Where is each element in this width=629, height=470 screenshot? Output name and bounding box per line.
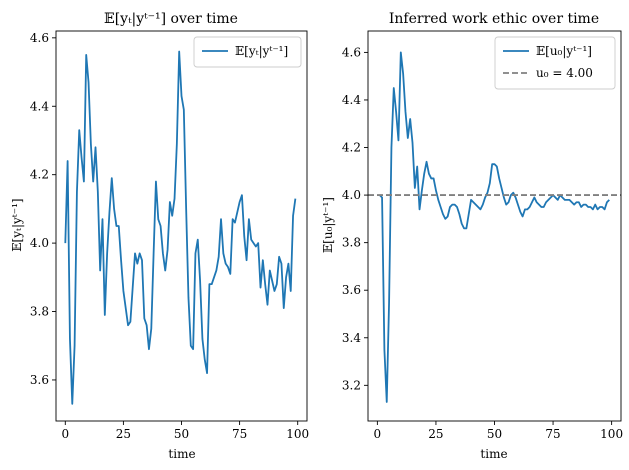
right-title: Inferred work ethic over time [389,11,599,27]
left-title: 𝔼[yₜ|yᵗ⁻¹] over time [104,11,238,27]
left-ylabel: 𝔼[yₜ|yᵗ⁻¹] [10,198,24,251]
right-legend: 𝔼[u₀|yᵗ⁻¹] u₀ = 4.00 [494,36,616,90]
right-legend-label-0: 𝔼[u₀|yᵗ⁻¹] [536,44,592,58]
right-ytick-label-5: 4.2 [342,141,361,155]
left-ytick-label-5: 4.6 [30,31,49,45]
left-panel: 𝔼[yₜ|yᵗ⁻¹] over time 0 25 50 75 100 3.6 3.8 4.0… [10,11,309,461]
right-ylabel: 𝔼[u₀|yᵗ⁻¹] [321,197,335,253]
right-panel: Inferred work ethic over time 0 25 50 75 100… [321,11,623,461]
left-ytick-label-0: 3.6 [30,373,49,387]
right-xtick-label-2: 50 [487,427,502,441]
left-xtick-label-2: 50 [174,427,189,441]
right-legend-label-1: u₀ = 4.00 [536,66,593,80]
right-xlabel: time [480,447,507,461]
right-xtick-label-0: 0 [374,427,382,441]
left-plot-area: 0 25 50 75 100 3.6 3.8 4.0 4.2 4.4 4.6 𝔼[yₜ|yᵗ⁻¹] [30,30,309,441]
left-ytick-label-4: 4.4 [30,99,49,113]
right-ytick-label-3: 3.8 [342,236,361,250]
left-series-0-line [64,50,297,405]
right-series-0-line [379,51,610,403]
right-ytick-label-4: 4.0 [342,188,361,202]
left-legend-label-0: 𝔼[yₜ|yᵗ⁻¹] [235,44,288,58]
right-plot-area: 0 25 50 75 100 3.2 3.4 3.6 3.8 4.0 4.2 4.4 4.6 𝔼[u₀|y… [342,30,623,441]
left-ytick-label-1: 3.8 [30,305,49,319]
left-ytick-label-3: 4.2 [30,168,49,182]
left-ytick-label-2: 4.0 [30,236,49,250]
left-xtick-label-1: 25 [116,427,131,441]
left-legend: 𝔼[yₜ|yᵗ⁻¹] [193,36,302,68]
right-ytick-label-1: 3.4 [342,331,361,345]
right-legend-box [494,36,616,90]
right-ytick-label-0: 3.2 [342,378,361,392]
right-xtick-label-3: 75 [545,427,560,441]
right-ytick-label-6: 4.4 [342,93,361,107]
left-xtick-label-3: 75 [232,427,247,441]
right-ytick-label-7: 4.6 [342,45,361,59]
right-ytick-label-2: 3.6 [342,283,361,297]
left-xtick-label-4: 100 [286,427,309,441]
left-xlabel: time [168,447,195,461]
left-xtick-label-0: 0 [61,427,69,441]
right-xtick-label-1: 25 [428,427,443,441]
right-xtick-label-4: 100 [600,427,623,441]
left-legend-box [193,36,302,68]
